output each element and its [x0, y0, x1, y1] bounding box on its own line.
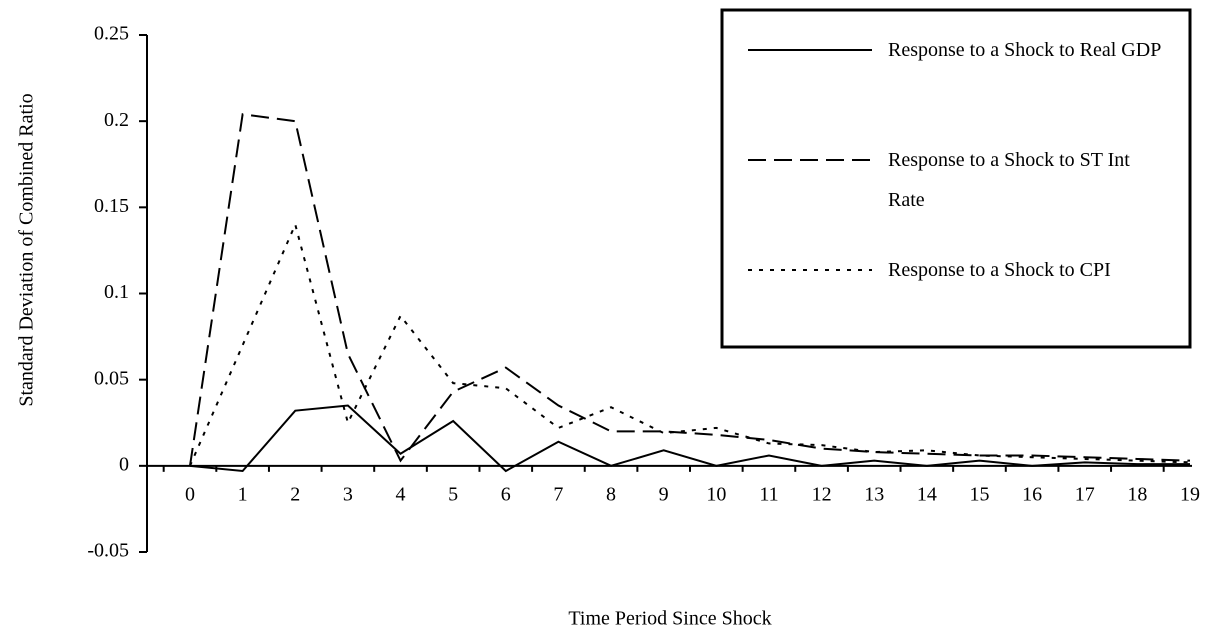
x-tick-label: 2	[290, 483, 300, 505]
y-tick-label: 0	[119, 453, 129, 475]
legend-label: Response to a Shock to CPI	[888, 259, 1111, 281]
y-axis-label: Standard Deviation of Combined Ratio	[16, 93, 38, 406]
legend-label: Response to a Shock to ST Int Rate	[888, 149, 1130, 211]
x-tick-label: 13	[864, 483, 884, 505]
x-tick-label: 15	[969, 483, 989, 505]
y-tick-label: 0.05	[94, 367, 129, 389]
x-tick-label: 5	[448, 483, 458, 505]
legend-box	[720, 8, 1192, 349]
y-tick-label: 0.2	[104, 109, 129, 131]
x-tick-label: 11	[759, 483, 778, 505]
x-axis-label: Time Period Since Shock	[568, 608, 771, 630]
x-tick-label: 1	[238, 483, 248, 505]
y-tick-label: 0.15	[94, 195, 129, 217]
x-tick-label: 3	[343, 483, 353, 505]
x-tick-label: 8	[606, 483, 616, 505]
x-tick-label: 0	[185, 483, 195, 505]
x-tick-label: 6	[501, 483, 511, 505]
x-tick-label: 10	[706, 483, 726, 505]
legend-label: Response to a Shock to Real GDP	[888, 39, 1162, 61]
series-line	[189, 113, 1191, 466]
x-tick-label: 7	[553, 483, 563, 505]
x-tick-label: 17	[1075, 483, 1095, 505]
y-tick-label: -0.05	[87, 540, 129, 562]
x-tick-label: 16	[1022, 483, 1042, 505]
x-tick-label: 4	[396, 483, 406, 505]
x-tick-label: 9	[659, 483, 669, 505]
series-line	[189, 404, 1190, 473]
x-tick-label: 14	[917, 483, 937, 505]
x-tick-label: 12	[812, 483, 832, 505]
y-tick-label: 0.1	[104, 281, 129, 303]
y-tick-label: 0.25	[94, 23, 129, 45]
x-tick-label: 19	[1180, 483, 1200, 505]
x-tick-label: 18	[1127, 483, 1147, 505]
